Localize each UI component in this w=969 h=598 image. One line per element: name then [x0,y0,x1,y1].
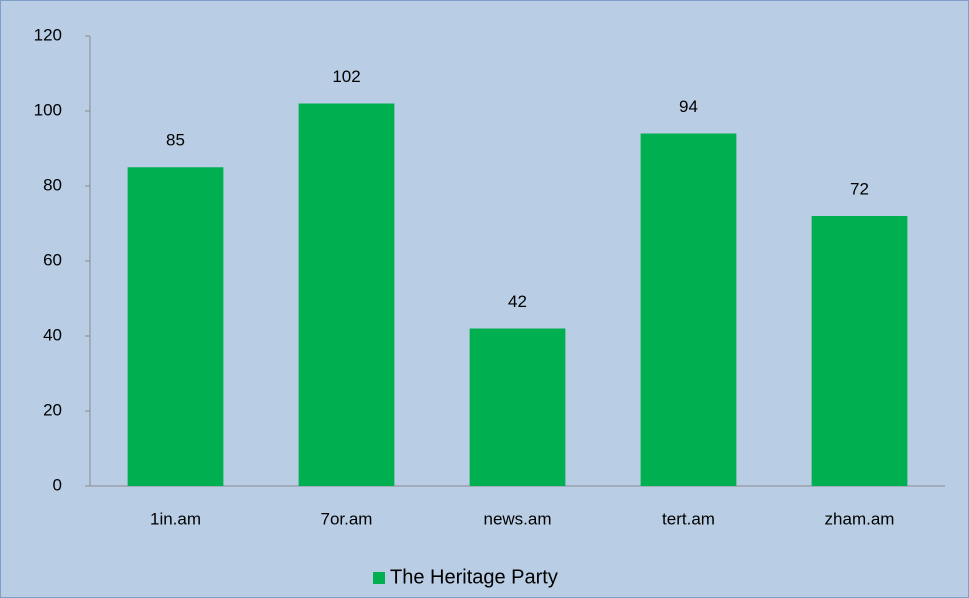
y-tick-label: 60 [43,250,62,269]
data-label: 72 [850,179,869,198]
y-tick-label: 120 [34,25,62,44]
y-tick-label: 80 [43,175,62,194]
bar [640,133,737,486]
legend-label: The Heritage Party [390,566,558,588]
x-tick-label: zham.am [825,509,895,528]
x-tick-label: 1in.am [150,509,201,528]
x-tick-label: tert.am [662,509,715,528]
data-label: 94 [679,97,698,116]
y-tick-label: 100 [34,100,62,119]
y-tick-label: 20 [43,400,62,419]
bar [811,216,908,486]
y-tick-label: 40 [43,325,62,344]
legend-swatch [373,572,385,584]
data-label: 102 [332,67,360,86]
bar [127,167,224,486]
data-label: 42 [508,292,527,311]
y-tick-label: 0 [53,475,62,494]
x-tick-label: 7or.am [321,509,373,528]
bar [298,103,395,486]
x-tick-label: news.am [483,509,551,528]
bar [469,328,566,486]
data-label: 85 [166,131,185,150]
